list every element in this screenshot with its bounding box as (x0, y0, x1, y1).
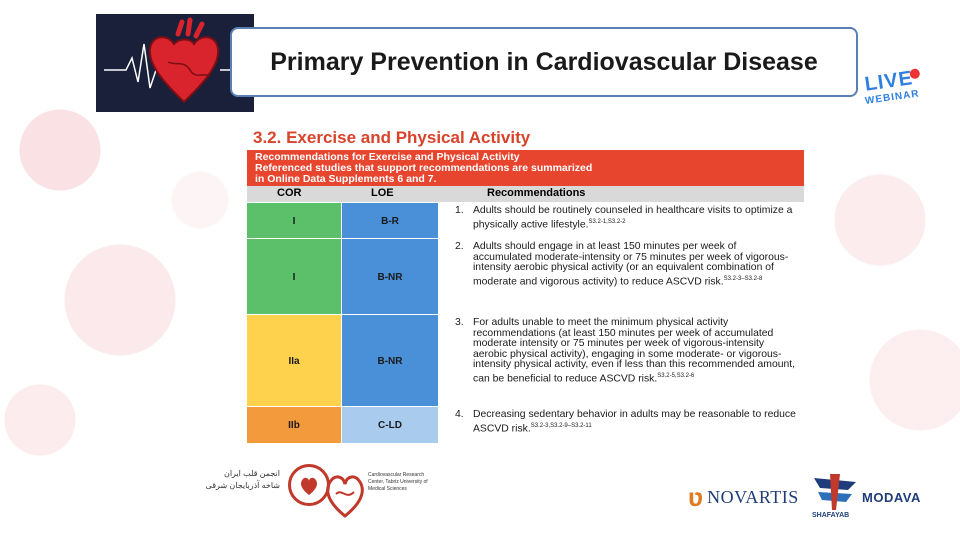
rec-refs: S3.2-5,S3.2-6 (657, 372, 695, 379)
title-banner: Primary Prevention in Cardiovascular Dis… (230, 27, 858, 97)
novartis-logo: ʋ NOVARTIS (688, 482, 799, 512)
rec-refs: S3.2-3,S3.2-9–S3.2-11 (530, 422, 592, 429)
rec-number: 2. (455, 241, 464, 252)
recommendation-slide: 3.2. Exercise and Physical Activity Reco… (247, 126, 804, 443)
rec-refs: S3.2-3–S3.2-8 (723, 275, 763, 282)
novartis-flame-icon: ʋ (688, 481, 704, 512)
table-header: COR LOE Recommendations (247, 186, 804, 202)
table-row: IIb C-LD 4. Decreasing sedentary behavio… (247, 406, 804, 443)
table-row: IIa B-NR 3. For adults unable to meet th… (247, 314, 804, 407)
recommendation-cell: 2. Adults should engage in at least 150 … (439, 239, 804, 315)
rec-text: For adults unable to meet the minimum ph… (473, 317, 796, 385)
shafayab-logo: SHAFAYAB (810, 472, 860, 524)
page-title: Primary Prevention in Cardiovascular Dis… (270, 47, 818, 76)
banner-line-2: Referenced studies that support recommen… (255, 162, 593, 174)
heart-logo (96, 14, 254, 112)
rec-text: Decreasing sedentary behavior in adults … (473, 409, 796, 435)
loe-cell: C-LD (342, 407, 438, 443)
modava-logo: MODAVA (862, 490, 921, 505)
novartis-label: NOVARTIS (707, 486, 799, 507)
recommendation-banner: Recommendations for Exercise and Physica… (247, 150, 804, 186)
arabic-line-1: انجمن قلب ایران (223, 469, 280, 478)
cardio-research-text: Cardiovascular Research Center, Tabriz U… (368, 472, 428, 492)
cor-cell: I (247, 203, 341, 239)
recommendation-cell: 3. For adults unable to meet the minimum… (439, 315, 804, 407)
cor-cell: I (247, 239, 341, 315)
cardio-research-heart-icon (320, 464, 430, 524)
rec-number: 3. (455, 317, 464, 328)
table-row: I B-R 1. Adults should be routinely coun… (247, 202, 804, 239)
rec-text: Adults should engage in at least 150 min… (473, 241, 789, 288)
header-recommendations: Recommendations (487, 187, 586, 199)
header-cor: COR (277, 187, 302, 199)
recommendation-cell: 4. Decreasing sedentary behavior in adul… (439, 407, 804, 443)
loe-cell: B-R (342, 203, 438, 239)
rec-number: 4. (455, 409, 464, 420)
rec-number: 1. (455, 205, 464, 216)
loe-cell: B-NR (342, 315, 438, 407)
footer-left-logos: انجمن قلب ایران شاخه آذربایجان شرقی Card… (190, 462, 440, 532)
section-title: 3.2. Exercise and Physical Activity (253, 128, 531, 147)
shafayab-label: SHAFAYAB (812, 512, 850, 519)
cor-cell: IIa (247, 315, 341, 407)
table-row: I B-NR 2. Adults should engage in at lea… (247, 238, 804, 315)
banner-line-3: in Online Data Supplements 6 and 7. (255, 173, 437, 185)
rec-refs: S3.2-1,S3.2-2 (588, 218, 626, 225)
recommendation-cell: 1. Adults should be routinely counseled … (439, 203, 804, 239)
play-icon (909, 68, 921, 80)
banner-line-1: Recommendations for Exercise and Physica… (255, 151, 520, 163)
loe-cell: B-NR (342, 239, 438, 315)
cor-cell: IIb (247, 407, 341, 443)
header-loe: LOE (371, 187, 394, 199)
live-webinar-badge: LIVE WEBINAR (859, 64, 927, 118)
rec-text: Adults should be routinely counseled in … (473, 205, 793, 231)
iranian-heart-association-text: انجمن قلب ایران شاخه آذربایجان شرقی (190, 468, 280, 492)
arabic-line-2: شاخه آذربایجان شرقی (205, 481, 280, 490)
